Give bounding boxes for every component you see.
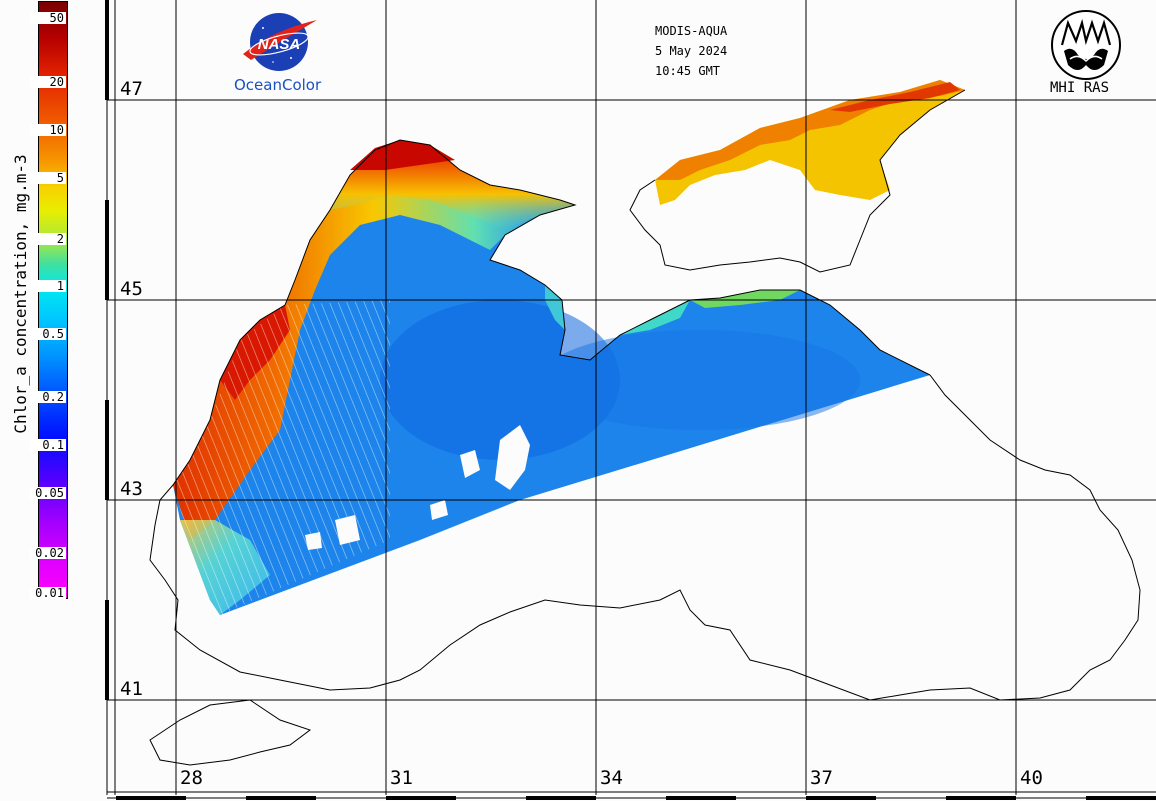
nasa-logo-text: NASA	[258, 36, 301, 53]
colorbar-tick: 0.05	[30, 487, 66, 499]
map-frame	[105, 0, 1156, 800]
longitude-label: 37	[810, 767, 833, 789]
image-date: 5 May 2024	[655, 44, 728, 58]
image-time: 10:45 GMT	[655, 64, 721, 78]
colorbar-tick: 50	[30, 12, 66, 24]
nasa-logo: NASA	[243, 13, 317, 71]
mhi-ras-text: MHI RAS	[1050, 80, 1110, 96]
coastline	[149, 139, 1141, 701]
longitude-label: 34	[600, 767, 623, 789]
colorbar-tick: 0.02	[30, 547, 66, 559]
colorbar-label: Chlor_a concentration, mg.m-3	[11, 154, 30, 434]
colorbar-tick: 0.5	[30, 328, 66, 340]
colorbar-tick: 1	[30, 280, 66, 292]
latitude-label: 45	[120, 278, 143, 300]
ocean-color-text: OceanColor	[234, 76, 322, 94]
longitude-label: 28	[180, 767, 203, 789]
mhi-logo	[1051, 10, 1121, 80]
colorbar-tick: 2	[30, 233, 66, 245]
colorbar-tick: 0.1	[30, 439, 66, 451]
latitude-label: 43	[120, 478, 143, 500]
latitude-label: 47	[120, 78, 143, 100]
longitude-label: 31	[390, 767, 413, 789]
colorbar-tick: 20	[30, 76, 66, 88]
colorbar: 50 20 10 5 2 1 0.5 0.2 0.1 0.05 0.02 0.0…	[30, 1, 68, 599]
colorbar-tick: 10	[30, 124, 66, 136]
colorbar-tick: 0.2	[30, 391, 66, 403]
longitude-label: 40	[1020, 767, 1043, 789]
colorbar-tick: 5	[30, 172, 66, 184]
graticule	[107, 0, 1156, 795]
latitude-label: 41	[120, 678, 143, 700]
sensor-name: MODIS-AQUA	[655, 24, 728, 38]
colorbar-tick: 0.01	[30, 587, 66, 599]
sea-of-azov	[655, 80, 965, 205]
